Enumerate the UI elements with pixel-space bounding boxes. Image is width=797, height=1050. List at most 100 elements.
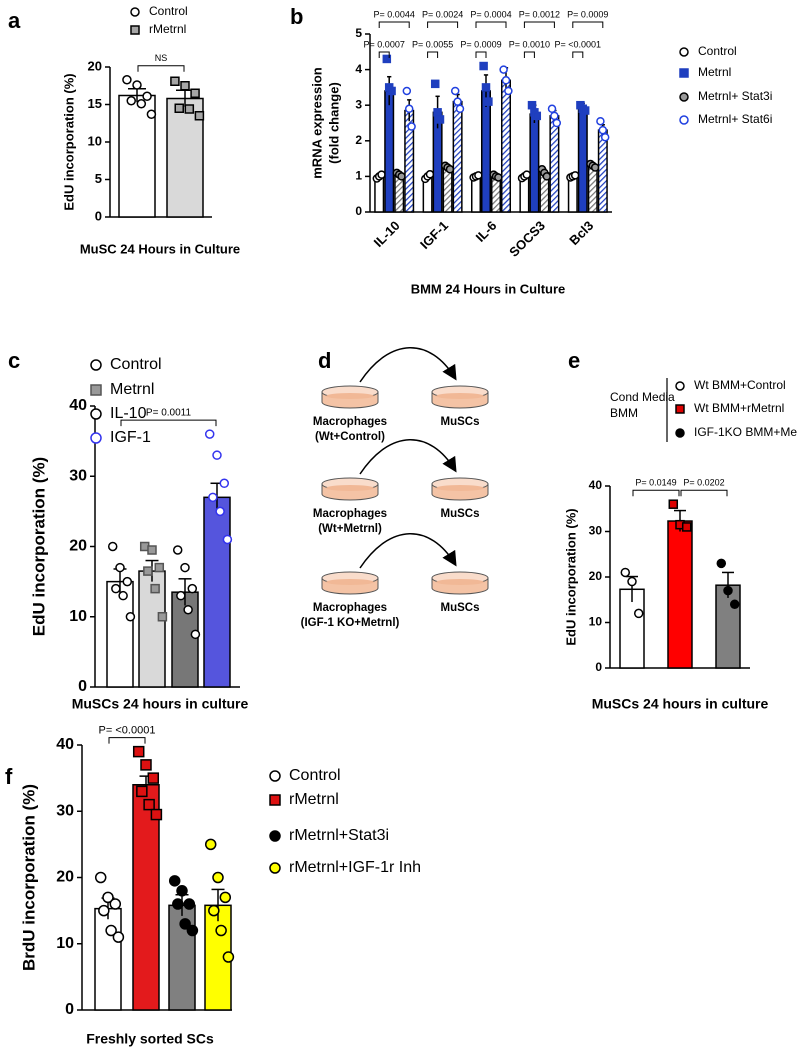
legend-label: Metrnl+ Stat3i — [698, 89, 772, 103]
bar — [491, 175, 501, 213]
data-point — [157, 612, 168, 622]
y-tick-label: 30 — [589, 524, 603, 538]
bar — [577, 108, 588, 213]
data-point — [118, 590, 128, 601]
data-point — [600, 132, 610, 142]
significance-bracket — [427, 51, 439, 58]
y-axis-title: BrdU incorporation (%) — [19, 784, 38, 971]
panel-letter: f — [5, 764, 13, 789]
y-tick-label: 5 — [95, 171, 102, 186]
data-point — [681, 522, 692, 532]
data-point — [194, 111, 205, 121]
data-point — [140, 759, 152, 771]
data-point — [109, 898, 122, 910]
source-label: (Wt+Metrnl) — [318, 523, 382, 535]
p-value: P= 0.0055 — [412, 39, 453, 49]
data-point — [122, 75, 132, 85]
p-value: P= 0.0011 — [146, 408, 192, 419]
p-value: NS — [155, 53, 168, 63]
data-point — [479, 61, 488, 71]
legend-label: Wt BMM+Control — [694, 378, 786, 392]
target-label: MuSCs — [441, 508, 480, 520]
data-point — [150, 583, 160, 594]
data-point — [187, 583, 198, 594]
significance-bracket — [680, 489, 728, 497]
data-point — [126, 96, 136, 106]
y-tick-label: 10 — [69, 608, 87, 625]
data-point — [550, 111, 559, 121]
legend-marker — [675, 404, 685, 414]
data-point — [143, 798, 155, 811]
legend-label: IGF-1 — [110, 429, 151, 446]
legend-label: Metrnl+ Stat6i — [698, 112, 772, 126]
data-point — [723, 585, 733, 596]
source-label: Macrophages — [313, 508, 387, 520]
data-point — [407, 122, 416, 131]
significance-bracket — [475, 51, 487, 58]
dish-medium — [326, 579, 374, 585]
bar — [94, 907, 122, 1011]
transfer-arrow — [359, 533, 457, 569]
data-point — [142, 91, 152, 101]
data-point — [596, 116, 605, 126]
legend-marker — [130, 25, 140, 35]
significance-bracket — [120, 419, 217, 427]
data-point — [190, 88, 200, 98]
bar — [471, 175, 481, 213]
x-axis-title: BMM 24 Hours in Culture — [411, 281, 566, 296]
bar — [481, 90, 491, 213]
y-axis-title: mRNA expression — [309, 67, 324, 179]
dish-medium — [326, 485, 374, 491]
bar — [667, 520, 693, 669]
x-tick-label: IL-6 — [473, 218, 500, 245]
panel-letter: b — [290, 4, 303, 29]
data-point — [504, 86, 513, 96]
data-point — [499, 65, 508, 74]
data-point — [98, 904, 110, 917]
data-point — [522, 170, 532, 179]
significance-bracket — [137, 65, 185, 72]
data-point — [501, 76, 511, 85]
data-point — [729, 599, 740, 610]
data-point — [215, 506, 225, 517]
legend-label: rMetrnl — [289, 791, 339, 808]
data-point — [484, 97, 493, 106]
y-tick-label: 0 — [95, 208, 102, 223]
target-label: MuSCs — [441, 416, 480, 428]
y-tick-label: 10 — [589, 615, 603, 629]
p-value: P= 0.0009 — [567, 9, 608, 19]
data-point — [147, 545, 157, 555]
dish-medium — [326, 393, 374, 399]
data-point — [183, 898, 196, 910]
data-point — [590, 163, 600, 172]
data-point — [136, 785, 148, 798]
data-point — [627, 576, 637, 587]
y-tick-label: 1 — [355, 169, 362, 183]
data-point — [94, 871, 107, 884]
legend-title: Cond Media — [610, 390, 675, 404]
y-axis-title: EdU incorporation (%) — [61, 73, 76, 210]
data-point — [387, 86, 396, 96]
legend-label: rMetrnl+IGF-1r Inh — [289, 859, 421, 876]
data-point — [105, 924, 117, 937]
data-point — [481, 83, 491, 92]
data-point — [190, 629, 201, 640]
legend-title: BMM — [610, 406, 638, 420]
y-axis-title: (fold change) — [326, 82, 341, 164]
data-point — [397, 172, 406, 181]
legend-marker — [90, 408, 102, 420]
data-point — [180, 81, 190, 91]
significance-bracket — [108, 737, 146, 744]
data-point — [170, 76, 180, 86]
legend-marker — [675, 428, 685, 438]
y-tick-label: 2 — [355, 133, 362, 147]
bar — [501, 79, 511, 213]
data-point — [143, 566, 153, 576]
data-point — [222, 534, 233, 545]
data-point — [668, 499, 679, 509]
y-tick-label: 3 — [355, 97, 362, 111]
legend-label: Control — [698, 44, 737, 58]
legend-label: Metrnl — [110, 381, 154, 398]
significance-bracket — [378, 21, 410, 28]
p-value: P= <0.0001 — [99, 725, 156, 737]
